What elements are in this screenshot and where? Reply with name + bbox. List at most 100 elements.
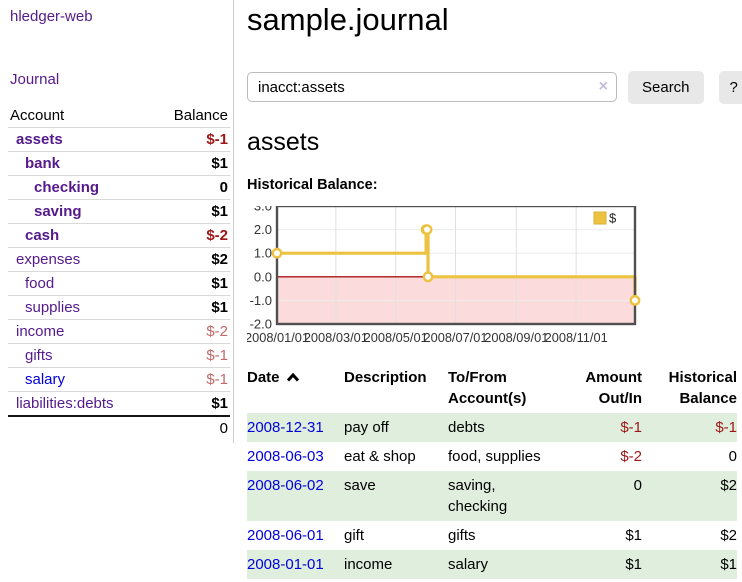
svg-text:2008/03/01: 2008/03/01 bbox=[304, 330, 368, 345]
svg-text:-1.0: -1.0 bbox=[250, 293, 272, 308]
account-heading: assets bbox=[247, 128, 320, 156]
svg-text:1.0: 1.0 bbox=[254, 246, 272, 261]
account-balance: $-2 bbox=[206, 227, 228, 244]
balance-cell: $1 bbox=[720, 556, 737, 573]
account-balance: $-1 bbox=[206, 371, 228, 388]
account-row: gifts $-1 bbox=[8, 343, 230, 367]
sidebar-account-supplies[interactable]: supplies bbox=[25, 299, 81, 316]
sidebar-divider bbox=[233, 0, 234, 443]
amount-cell: $1 bbox=[625, 556, 642, 573]
help-button[interactable]: ? bbox=[718, 70, 742, 104]
balance-cell: $2 bbox=[720, 527, 737, 544]
date-cell[interactable]: 2008-06-02 bbox=[247, 471, 344, 521]
accounts-column-header: To/From Account(s) bbox=[448, 369, 527, 407]
sidebar-account-cash[interactable]: cash bbox=[25, 227, 60, 244]
description-cell: gift bbox=[344, 527, 365, 544]
legend-label: $ bbox=[609, 211, 617, 226]
amount-cell: 0 bbox=[633, 477, 642, 494]
register-row[interactable]: 2008-01-01 income salary $1 $1 bbox=[247, 550, 737, 579]
sort-caret-up-icon bbox=[286, 372, 299, 382]
account-row: food $1 bbox=[8, 271, 230, 295]
search-bar: × Search ? bbox=[247, 70, 742, 104]
sidebar-account-checking[interactable]: checking bbox=[34, 179, 100, 196]
account-row: supplies $1 bbox=[8, 295, 230, 319]
svg-text:0.0: 0.0 bbox=[254, 269, 272, 284]
account-balance-table: Account Balance assets $-1 bank $1 checking 0… bbox=[8, 103, 230, 439]
balance-cell: 0 bbox=[728, 448, 737, 465]
date-cell[interactable]: 2008-06-03 bbox=[247, 442, 344, 471]
sidebar-account-saving[interactable]: saving bbox=[34, 203, 82, 220]
svg-text:2008/11/01: 2008/11/01 bbox=[545, 330, 608, 345]
account-row: bank $1 bbox=[8, 151, 230, 175]
total-balance: 0 bbox=[219, 419, 228, 437]
total-row: 0 bbox=[8, 415, 230, 439]
account-tree: assets $-1 bank $1 checking 0 saving $1 cash $-2 e… bbox=[8, 127, 230, 415]
description-cell: eat & shop bbox=[344, 448, 416, 465]
sidebar-item-journal[interactable]: Journal bbox=[10, 71, 60, 88]
register-table: Date Description To/From Account(s) Amou… bbox=[247, 365, 737, 579]
search-input[interactable] bbox=[247, 72, 617, 102]
date-cell[interactable]: 2008-06-01 bbox=[247, 521, 344, 550]
search-input-wrap: × bbox=[247, 72, 617, 102]
account-balance: $1 bbox=[211, 299, 228, 316]
accounts-cell: salary bbox=[448, 556, 489, 573]
sidebar-account-income[interactable]: income bbox=[16, 323, 65, 340]
register-row[interactable]: 2008-06-01 gift gifts $1 $2 bbox=[247, 521, 737, 550]
account-row: assets $-1 bbox=[8, 127, 230, 151]
register-date-link[interactable]: 2008-01-01 bbox=[247, 556, 324, 573]
sidebar-account-liabilities-debts[interactable]: liabilities:debts bbox=[16, 395, 114, 412]
account-row: expenses $2 bbox=[8, 247, 230, 271]
sidebar-account-food[interactable]: food bbox=[25, 275, 55, 292]
amount-column-header: Amount Out/In bbox=[585, 369, 642, 407]
legend-swatch bbox=[593, 211, 607, 225]
register-date-link[interactable]: 2008-06-03 bbox=[247, 448, 324, 465]
main-content: sample.journal × Search ? assets Histori… bbox=[245, 0, 742, 579]
description-cell: income bbox=[344, 556, 393, 573]
amount-cell: $-1 bbox=[620, 419, 642, 436]
balance-column-header: Balance bbox=[173, 106, 228, 124]
account-balance: $1 bbox=[211, 395, 228, 412]
register-date-link[interactable]: 2008-06-02 bbox=[247, 477, 324, 494]
account-row: saving $1 bbox=[8, 199, 230, 223]
svg-text:2008/07/01: 2008/07/01 bbox=[423, 330, 487, 345]
account-table-header: Account Balance bbox=[8, 103, 230, 127]
clear-search-icon[interactable]: × bbox=[598, 78, 608, 95]
account-balance: $-1 bbox=[206, 131, 228, 148]
date-column-header[interactable]: Date bbox=[247, 365, 344, 413]
sidebar: hledger-web Journal Account Balance asse… bbox=[0, 0, 234, 582]
account-balance: $-2 bbox=[206, 323, 228, 340]
register-row[interactable]: 2008-12-31 pay off debts $-1 $-1 bbox=[247, 413, 737, 442]
register-row[interactable]: 2008-06-02 save saving, checking 0 $2 bbox=[247, 471, 737, 521]
svg-text:-2.0: -2.0 bbox=[250, 317, 272, 332]
search-button[interactable]: Search bbox=[628, 70, 704, 104]
sidebar-account-assets[interactable]: assets bbox=[16, 131, 63, 148]
app-title-link[interactable]: hledger-web bbox=[10, 8, 93, 25]
historical-balance-chart: $3.0 2.0 1.0 0.0 -1.0 -2.0 2008/01/01 2008/03/0… bbox=[245, 199, 737, 348]
date-cell[interactable]: 2008-01-01 bbox=[247, 550, 344, 579]
account-row: cash $-2 bbox=[8, 223, 230, 247]
accounts-cell: gifts bbox=[448, 527, 476, 544]
sidebar-account-bank[interactable]: bank bbox=[25, 155, 61, 172]
sidebar-account-gifts[interactable]: gifts bbox=[25, 347, 53, 364]
date-cell[interactable]: 2008-12-31 bbox=[247, 413, 344, 442]
description-cell: pay off bbox=[344, 419, 389, 436]
balance-column-header-register: Historical Balance bbox=[668, 369, 737, 407]
account-balance: 0 bbox=[219, 179, 228, 196]
data-point-marker bbox=[629, 295, 641, 306]
register-date-link[interactable]: 2008-12-31 bbox=[247, 419, 324, 436]
chart-label: Historical Balance: bbox=[247, 177, 378, 193]
account-row: salary $-1 bbox=[8, 367, 230, 391]
sidebar-account-salary[interactable]: salary bbox=[25, 371, 66, 388]
sidebar-account-expenses[interactable]: expenses bbox=[16, 251, 81, 268]
svg-text:2008/05/01: 2008/05/01 bbox=[364, 330, 428, 345]
account-row: liabilities:debts $1 bbox=[8, 391, 230, 415]
account-balance: $1 bbox=[211, 203, 228, 220]
account-balance: $1 bbox=[211, 275, 228, 292]
data-point-marker bbox=[271, 247, 283, 259]
register-row[interactable]: 2008-06-03 eat & shop food, supplies $-2 0 bbox=[247, 442, 737, 471]
description-column-header: Description bbox=[344, 369, 427, 386]
balance-cell: $-1 bbox=[715, 419, 737, 436]
data-point-marker bbox=[422, 271, 434, 283]
data-point-marker bbox=[421, 224, 433, 236]
register-date-link[interactable]: 2008-06-01 bbox=[247, 527, 324, 544]
